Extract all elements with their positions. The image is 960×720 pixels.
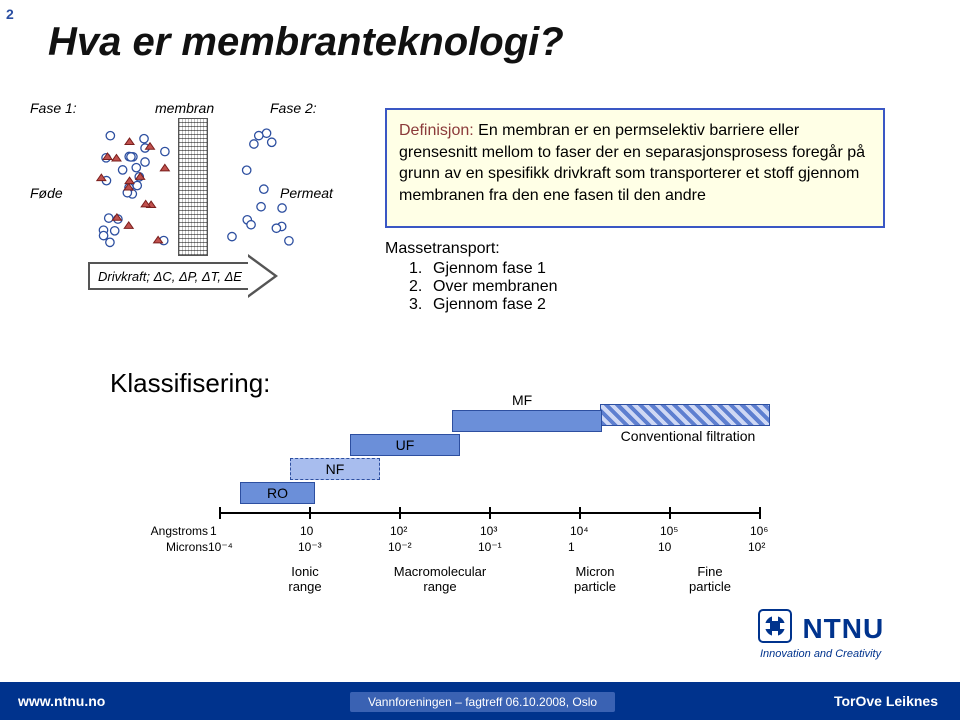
- angstrom-tick-label: 1: [210, 524, 217, 538]
- axis-tick: [579, 507, 581, 519]
- angstrom-tick-label: 10⁶: [750, 524, 768, 538]
- axis-tick: [759, 507, 761, 519]
- micron-tick-label: 10⁻³: [298, 540, 322, 554]
- footer-mid: Vannforeningen – fagtreff 06.10.2008, Os…: [350, 692, 615, 712]
- ntnu-tagline: Innovation and Creativity: [760, 648, 938, 660]
- page-number: 2: [6, 6, 14, 22]
- range-label: Micronparticle: [535, 564, 655, 594]
- label-fase1: Fase 1:: [30, 100, 77, 116]
- mass-transport-items: 1.Gjennom fase 12.Over membranen3.Gjenno…: [385, 260, 785, 314]
- driving-force-arrow: Drivkraft; ΔC, ΔP, ΔT, ΔE: [88, 256, 288, 296]
- membrane-scene: [90, 122, 300, 252]
- arrow-head: [248, 254, 278, 298]
- list-item: 3.Gjennom fase 2: [409, 296, 785, 314]
- phase2-particles: [215, 122, 300, 252]
- definition-box: Definisjon: En membran er en permselekti…: [385, 108, 885, 228]
- ntnu-mark-icon: [758, 609, 792, 648]
- axis-tick: [489, 507, 491, 519]
- bar-bar-ro: RO: [240, 482, 315, 504]
- axis-tick: [309, 507, 311, 519]
- row-label-angstroms: Angstroms: [138, 524, 208, 538]
- arrow-body: Drivkraft; ΔC, ΔP, ΔT, ΔE: [88, 262, 248, 290]
- micron-tick-label: 10: [658, 540, 671, 554]
- drivkraft-label: Drivkraft; ΔC, ΔP, ΔT, ΔE: [98, 269, 242, 284]
- classification-chart: Conventional filtrationMFUFNFRO110⁻⁴1010…: [150, 400, 800, 630]
- page-title: Hva er membranteknologi?: [48, 20, 564, 65]
- axis-tick: [669, 507, 671, 519]
- axis-tick: [219, 507, 221, 519]
- bar-mf-label: MF: [512, 392, 532, 408]
- footer-bar: www.ntnu.no Vannforeningen – fagtreff 06…: [0, 682, 960, 720]
- footer-url: www.ntnu.no: [18, 693, 105, 709]
- bar-bar-nf: NF: [290, 458, 380, 480]
- micron-tick-label: 10⁻¹: [478, 540, 502, 554]
- ntnu-logo: NTNU Innovation and Creativity: [758, 609, 938, 660]
- micron-tick-label: 10²: [748, 540, 765, 554]
- definition-lead: Definisjon:: [399, 122, 474, 139]
- bar-bar-mf: [452, 410, 602, 432]
- label-fode: Føde: [30, 185, 63, 201]
- footer-author: TorOve Leiknes: [834, 693, 938, 709]
- mass-transport: Massetransport: 1.Gjennom fase 12.Over m…: [385, 240, 785, 314]
- micron-tick-label: 10⁻⁴: [208, 540, 233, 554]
- list-item: 1.Gjennom fase 1: [409, 260, 785, 278]
- membrane-diagram: Fase 1: Føde membran Fase 2: Permeat Dri…: [30, 100, 360, 330]
- angstrom-tick-label: 10²: [390, 524, 407, 538]
- label-fase2: Fase 2:: [270, 100, 317, 116]
- micron-tick-label: 10⁻²: [388, 540, 412, 554]
- bar-cf-label: Conventional filtration: [618, 428, 758, 444]
- range-label: Fineparticle: [650, 564, 770, 594]
- micron-tick-label: 1: [568, 540, 575, 554]
- angstrom-tick-label: 10⁵: [660, 524, 678, 538]
- angstrom-tick-label: 10³: [480, 524, 497, 538]
- ntnu-name: NTNU: [802, 613, 884, 645]
- mass-transport-head: Massetransport:: [385, 240, 785, 258]
- angstrom-tick-label: 10: [300, 524, 313, 538]
- bar-bar-cf: [600, 404, 770, 426]
- phase1-particles: [90, 122, 175, 252]
- angstrom-tick-label: 10⁴: [570, 524, 589, 538]
- list-item: 2.Over membranen: [409, 278, 785, 296]
- bar-bar-uf: UF: [350, 434, 460, 456]
- range-label: Ionicrange: [245, 564, 365, 594]
- label-membran: membran: [155, 100, 214, 116]
- row-label-microns: Microns: [138, 540, 208, 554]
- axis-tick: [399, 507, 401, 519]
- membrane-bar: [178, 118, 208, 256]
- range-label: Macromolecularrange: [380, 564, 500, 594]
- klassifisering-heading: Klassifisering:: [110, 368, 270, 399]
